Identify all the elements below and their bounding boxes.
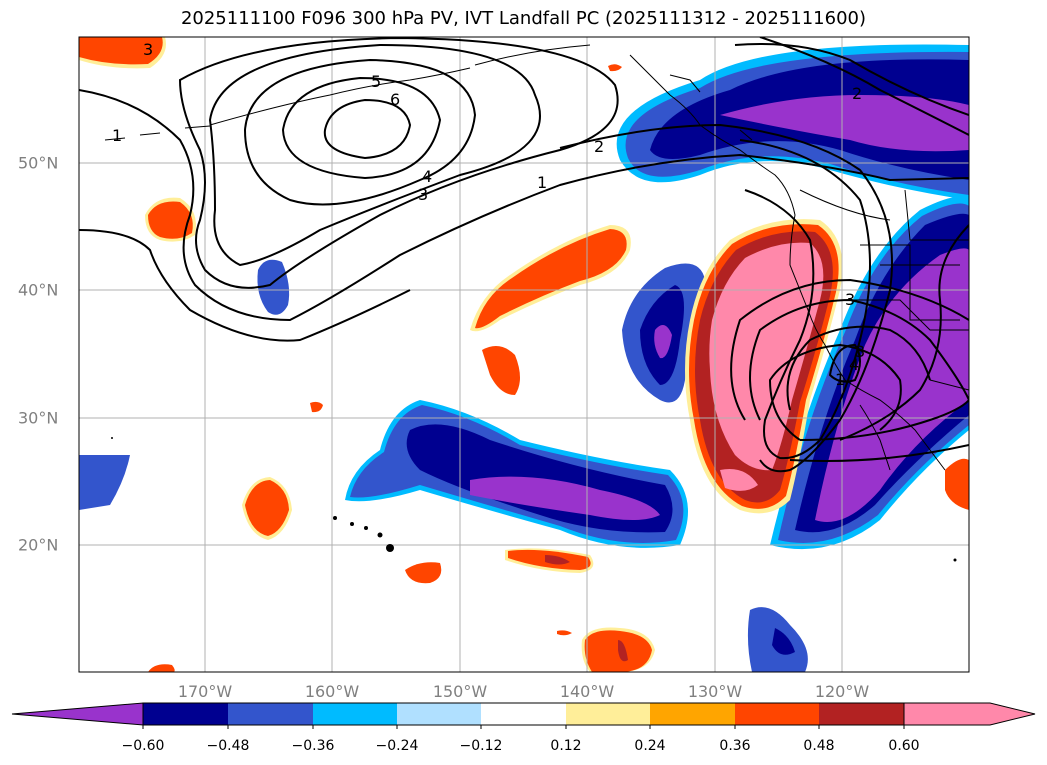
pv-contour-east-1 bbox=[839, 224, 969, 441]
hawaii-south-positive-blob bbox=[405, 562, 442, 584]
pv-contours bbox=[79, 37, 969, 473]
colorbar-high-extension bbox=[904, 703, 1035, 725]
colorbar-tick-label: −0.48 bbox=[206, 738, 250, 754]
map-frame bbox=[78, 36, 970, 673]
islands bbox=[111, 437, 957, 562]
tiny-positive-blob-2 bbox=[608, 64, 622, 72]
colorbar-segment-4 bbox=[397, 703, 481, 725]
colorbar-segment-5 bbox=[481, 703, 566, 725]
latitude-label: 30°N bbox=[18, 408, 59, 428]
colorbar-tick-label: 0.60 bbox=[888, 738, 920, 754]
longitude-label: 140°W bbox=[559, 682, 615, 701]
pv-label: 1 bbox=[835, 370, 846, 389]
pv-label: 1 bbox=[537, 173, 548, 192]
tiny-positive-blob-1 bbox=[310, 401, 323, 413]
pv-contour-2-main bbox=[559, 123, 893, 473]
pv-contour-east-3 bbox=[759, 37, 969, 136]
pv-label: 3 bbox=[143, 40, 154, 59]
colorbar-tick-label: −0.24 bbox=[375, 738, 419, 754]
longitude-label: 170°W bbox=[177, 682, 233, 701]
gridlines bbox=[79, 37, 969, 672]
small-positive-blob-1 bbox=[482, 346, 520, 395]
pv-label: 6 bbox=[390, 90, 401, 109]
latitude-label: 20°N bbox=[18, 535, 59, 555]
colorbar-tick-label: 0.24 bbox=[634, 738, 666, 754]
longitude-label: 160°W bbox=[304, 682, 360, 701]
pv-label: 5 bbox=[371, 72, 382, 91]
pv-label: 2 bbox=[594, 137, 605, 156]
colorbar-tick-label: 0.12 bbox=[550, 738, 582, 754]
pv-contour-south-1 bbox=[789, 444, 969, 462]
pv-label: 1 bbox=[112, 126, 123, 145]
pv-contour-plume-6 bbox=[828, 343, 861, 383]
colorbar-tick-label: 0.48 bbox=[803, 738, 835, 754]
longitude-label: 130°W bbox=[687, 682, 743, 701]
pv-contour-plume-5 bbox=[768, 343, 902, 441]
pv-contour-1-west bbox=[79, 89, 969, 322]
colorbar-segment-6 bbox=[566, 703, 650, 725]
colorbar-tick-label: −0.12 bbox=[459, 738, 503, 754]
pv-contour-east-2 bbox=[734, 43, 969, 116]
pv-contour-south-2 bbox=[799, 399, 969, 441]
colorbar-segment-1 bbox=[143, 703, 228, 725]
pv-contour-plume-1 bbox=[739, 139, 871, 460]
latitude-label: 40°N bbox=[18, 280, 59, 300]
small-negative-blob-west bbox=[257, 259, 290, 315]
pv-label: 3 bbox=[418, 185, 429, 204]
pv-label: 4 bbox=[422, 167, 433, 186]
edge-negative-blob bbox=[79, 455, 130, 510]
colorbar-tick-label: −0.60 bbox=[121, 738, 165, 754]
longitude-label: 150°W bbox=[432, 682, 488, 701]
southwest-positive-blob bbox=[148, 664, 175, 672]
colorbar-tick-label: 0.36 bbox=[719, 738, 751, 754]
pv-label: 2 bbox=[852, 84, 863, 103]
pv-contour-plume-4 bbox=[786, 325, 931, 411]
southeast-positive-blob bbox=[945, 458, 969, 510]
tiny-positive-blob-3 bbox=[557, 630, 572, 636]
pv-label: 3 bbox=[855, 342, 866, 361]
colorbar-tick-label: −0.36 bbox=[291, 738, 335, 754]
longitude-label: 120°W bbox=[814, 682, 870, 701]
pv-contour-5 bbox=[281, 76, 442, 180]
pv-contour-2-west bbox=[178, 37, 619, 289]
figure-title: 2025111100 F096 300 hPa PV, IVT Landfall… bbox=[180, 8, 867, 29]
pv-contour-3 bbox=[208, 43, 541, 267]
map-area bbox=[79, 37, 969, 672]
pv-contour-plume-2 bbox=[749, 298, 969, 421]
colorbar-segment-3 bbox=[313, 703, 397, 725]
colorbar-segment-8 bbox=[735, 703, 819, 725]
pv-contour-1-outer bbox=[79, 229, 411, 342]
positive-ivt-regions bbox=[79, 37, 969, 672]
pv-contour-4 bbox=[243, 58, 477, 206]
pv-contour-plume-3 bbox=[730, 278, 969, 421]
pv-label: 4 bbox=[849, 355, 860, 374]
latitude-label: 50°N bbox=[18, 153, 59, 173]
colorbar-segment-9 bbox=[819, 703, 904, 725]
colorbar-segment-2 bbox=[228, 703, 313, 725]
pv-contour-6 bbox=[323, 98, 412, 160]
colorbar-segment-7 bbox=[650, 703, 735, 725]
colorbar bbox=[11, 702, 1036, 729]
pv-label: 3 bbox=[845, 290, 856, 309]
